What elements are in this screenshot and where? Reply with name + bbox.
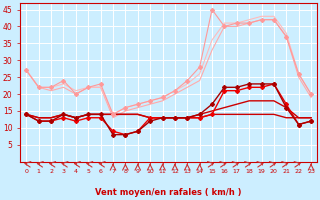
X-axis label: Vent moyen/en rafales ( km/h ): Vent moyen/en rafales ( km/h ) xyxy=(95,188,242,197)
